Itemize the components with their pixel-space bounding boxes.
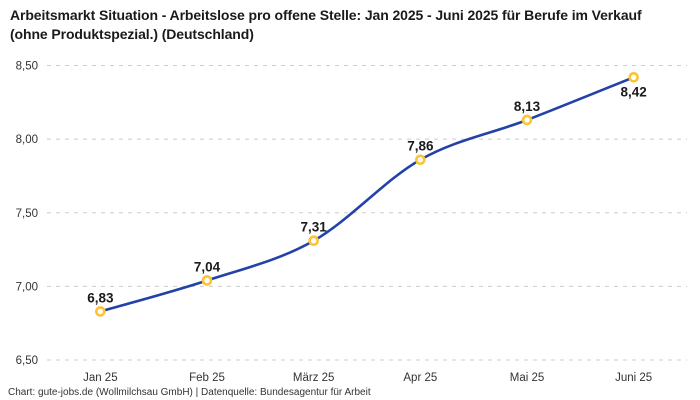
- data-point-label: 7,04: [194, 259, 221, 274]
- y-axis-tick-label: 8,00: [16, 134, 38, 146]
- data-point-label: 8,42: [621, 84, 647, 99]
- data-point-label: 8,13: [514, 99, 541, 114]
- y-axis-tick-label: 7,00: [16, 281, 38, 293]
- x-axis-tick-label: März 25: [293, 372, 335, 384]
- data-point-marker: [521, 114, 533, 126]
- data-point-marker: [415, 154, 426, 166]
- x-axis-tick-label: Juni 25: [615, 372, 652, 384]
- data-point-marker: [95, 306, 106, 317]
- data-point-label: 7,86: [407, 139, 434, 154]
- data-point-label: 6,83: [87, 290, 114, 305]
- y-axis-tick-label: 8,50: [16, 61, 38, 73]
- x-axis-tick-label: Jan 25: [83, 372, 118, 384]
- x-axis-tick-label: Apr 25: [403, 372, 437, 384]
- data-point-label: 7,31: [301, 220, 328, 235]
- x-axis-tick-label: Feb 25: [189, 372, 225, 384]
- data-point-marker: [201, 275, 213, 286]
- data-point-marker: [628, 71, 639, 83]
- x-axis-tick-label: Mai 25: [510, 372, 545, 384]
- y-axis-tick-label: 7,50: [16, 208, 38, 220]
- chart-source-footer: Chart: gute-jobs.de (Wollmilchsau GmbH) …: [8, 387, 371, 398]
- y-axis-tick-label: 6,50: [16, 355, 38, 367]
- data-point-marker: [308, 235, 319, 247]
- series-line: [99, 76, 635, 313]
- chart-title: Arbeitsmarkt Situation - Arbeitslose pro…: [10, 7, 642, 43]
